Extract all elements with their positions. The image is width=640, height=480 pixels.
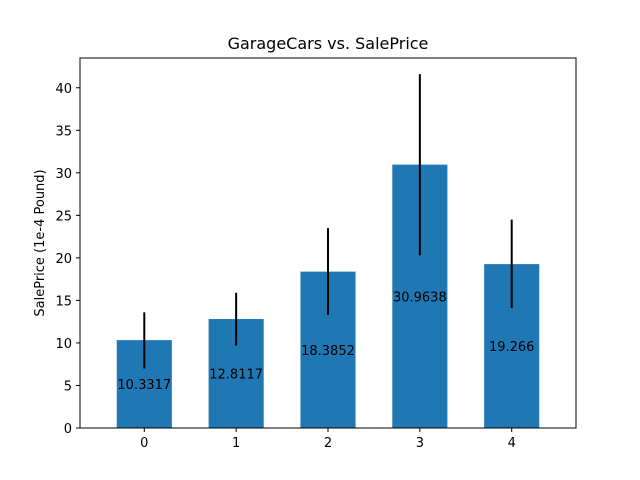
value-label-4: 19.266 <box>489 340 535 355</box>
y-tick-label-5: 5 <box>64 379 72 394</box>
value-labels-group: 10.3317 12.8117 18.3852 30.9638 19.266 <box>117 290 534 393</box>
chart-title: GarageCars vs. SalePrice <box>228 34 429 53</box>
value-label-1: 12.8117 <box>209 368 263 383</box>
x-tick-label-3: 3 <box>416 436 424 451</box>
y-axis-label: SalePrice (1e-4 Pound) <box>33 169 48 316</box>
y-tick-label-35: 35 <box>55 124 72 139</box>
y-tick-label-25: 25 <box>55 209 72 224</box>
value-label-0: 10.3317 <box>117 378 171 393</box>
x-axis: 0 1 2 3 4 <box>140 428 516 451</box>
y-tick-label-20: 20 <box>55 252 72 267</box>
x-tick-label-0: 0 <box>140 436 148 451</box>
y-tick-label-10: 10 <box>55 337 72 352</box>
y-axis: 0 5 10 15 20 25 30 35 40 <box>55 82 80 437</box>
x-tick-label-4: 4 <box>508 436 516 451</box>
y-tick-label-40: 40 <box>55 82 72 97</box>
value-label-3: 30.9638 <box>393 290 447 305</box>
y-tick-label-30: 30 <box>55 167 72 182</box>
y-tick-label-15: 15 <box>55 294 72 309</box>
y-tick-label-0: 0 <box>64 422 72 437</box>
x-tick-label-1: 1 <box>232 436 240 451</box>
x-tick-label-2: 2 <box>324 436 332 451</box>
value-label-2: 18.3852 <box>301 344 355 359</box>
errorbars-group <box>143 74 513 369</box>
